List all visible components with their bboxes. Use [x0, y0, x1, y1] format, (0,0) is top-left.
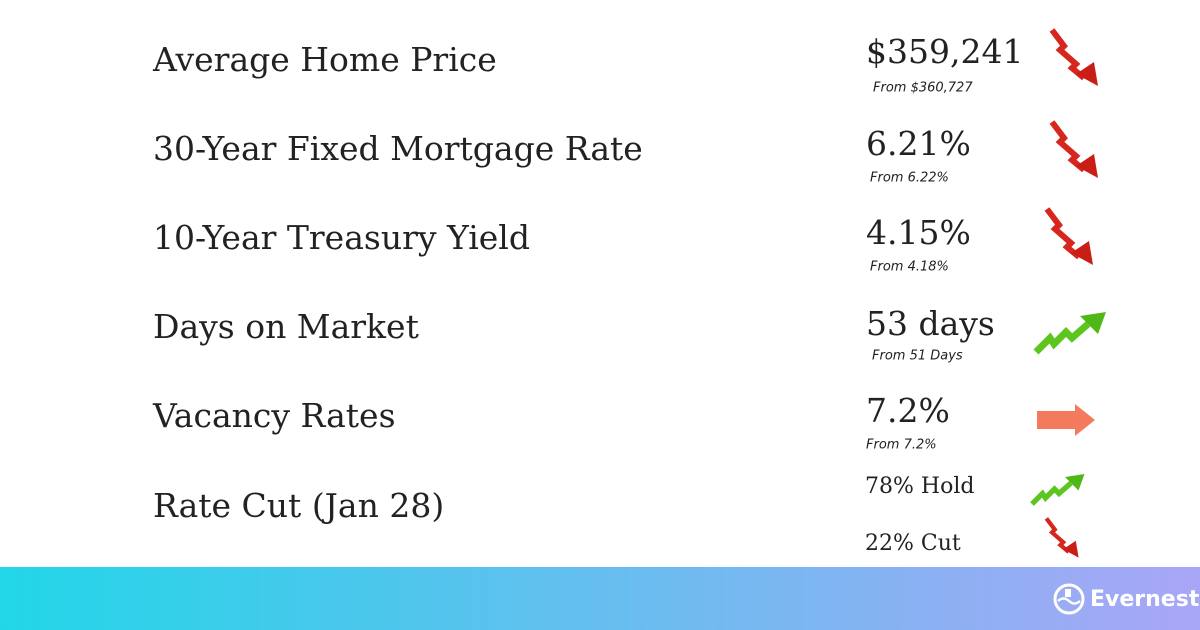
row-from: From 4.18%	[870, 260, 949, 275]
row-label: 10-Year Treasury Yield	[153, 218, 530, 257]
row-label: Days on Market	[153, 307, 419, 346]
row-value: 7.2%	[866, 391, 950, 430]
trend-down-icon	[1049, 28, 1098, 86]
trend-down-icon	[1049, 120, 1098, 178]
logo-text: Evernest	[1090, 587, 1200, 612]
row-label: Vacancy Rates	[152, 396, 396, 435]
row-from: From 6.22%	[870, 171, 949, 186]
row-value: $359,241	[866, 32, 1023, 71]
row-from: From 7.2%	[866, 438, 937, 453]
trend-down-icon	[1044, 207, 1093, 265]
row-label: 30-Year Fixed Mortgage Rate	[153, 129, 643, 168]
row-value: 6.21%	[866, 124, 971, 163]
row-value: 4.15%	[866, 213, 971, 252]
trend-flat-icon	[1037, 404, 1095, 436]
row-value: 53 days	[866, 304, 995, 343]
rate-cut-option: 78% Hold	[865, 474, 974, 499]
footer-band	[0, 567, 1200, 630]
rate-cut-option: 22% Cut	[865, 531, 961, 556]
row-from: From 51 Days	[872, 349, 963, 364]
rate-cut-label: Rate Cut (Jan 28)	[153, 486, 444, 525]
logo-icon	[1053, 583, 1085, 615]
trend-down-icon	[1044, 517, 1079, 558]
trend-up-icon	[1033, 312, 1106, 355]
trend-up-icon	[1030, 474, 1085, 506]
row-label: Average Home Price	[152, 40, 497, 79]
row-from: From $360,727	[873, 81, 973, 96]
